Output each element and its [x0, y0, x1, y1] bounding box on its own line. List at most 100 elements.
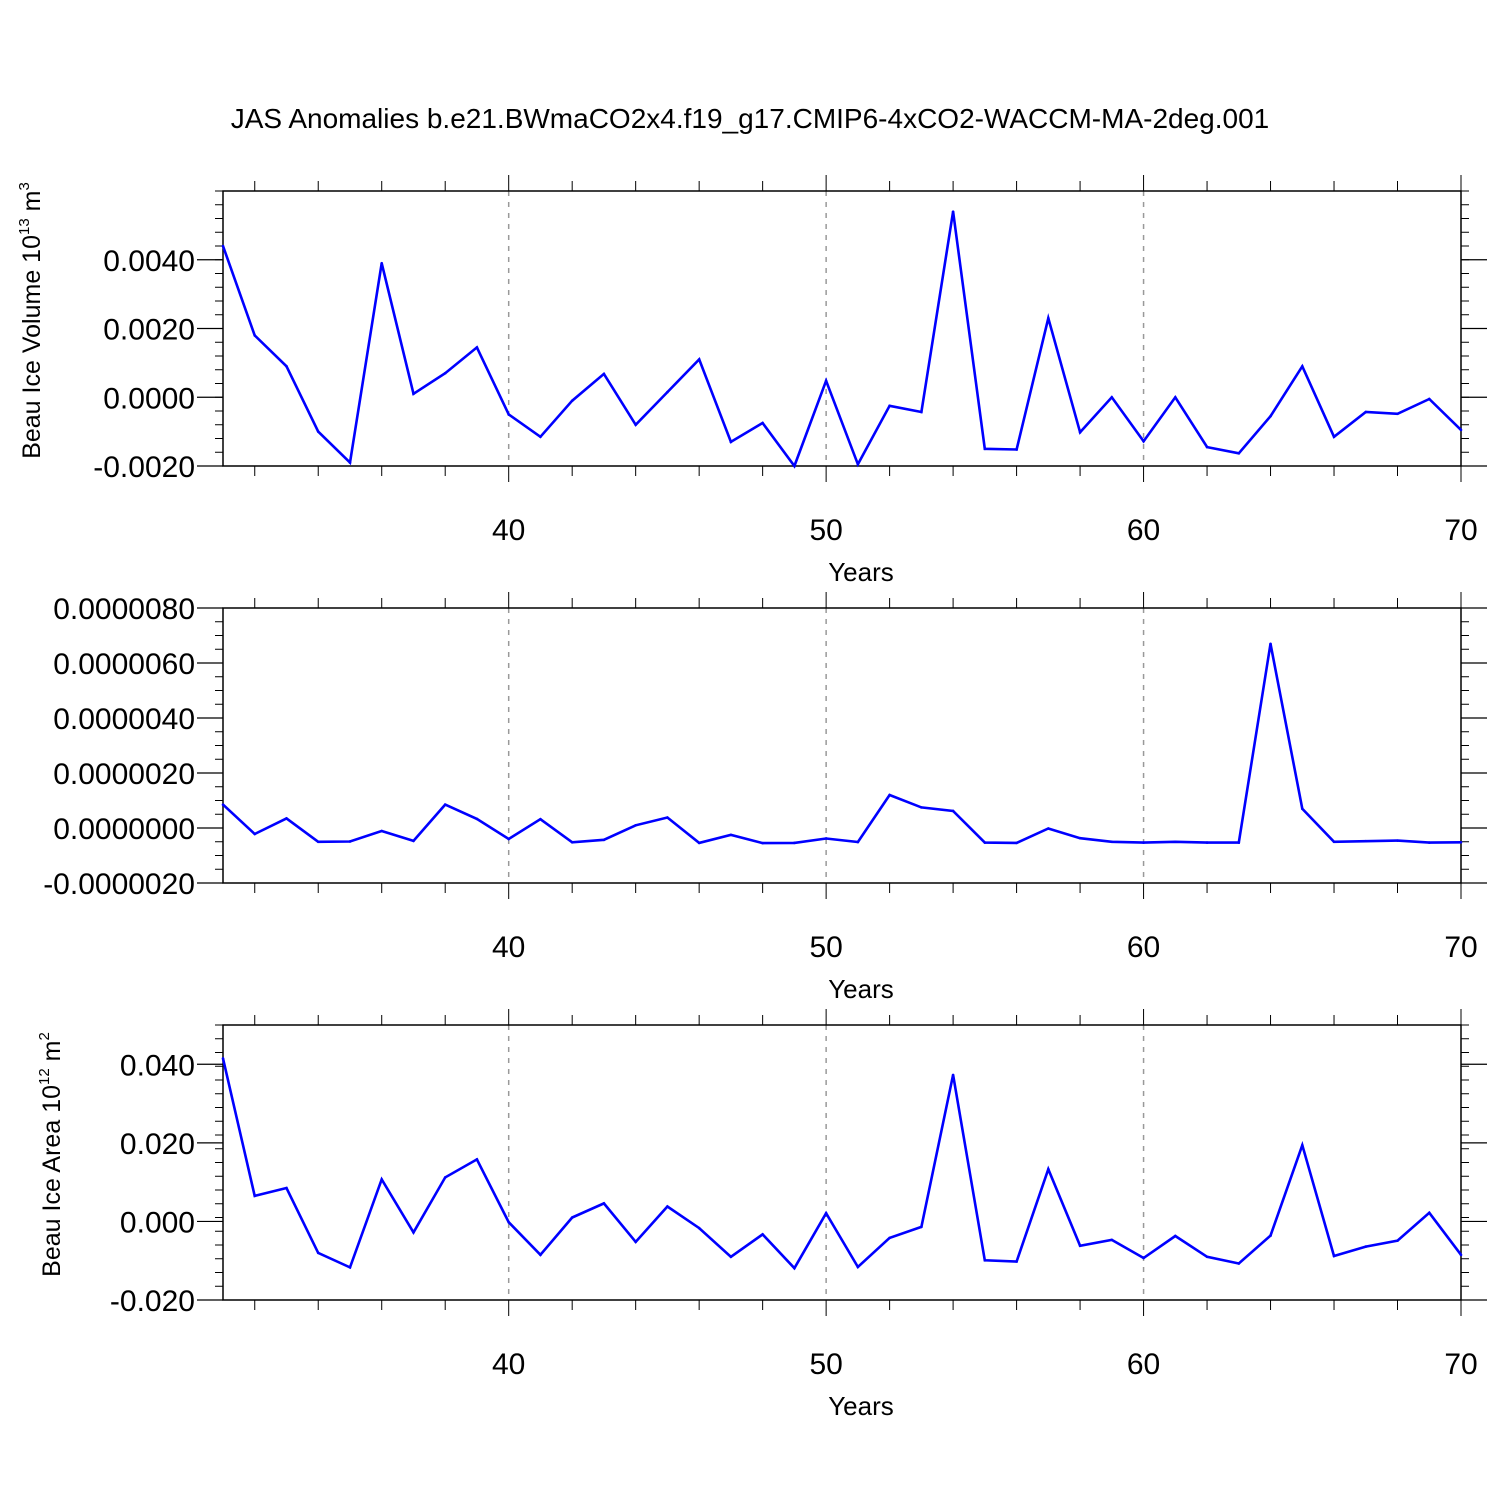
- data-point: [1015, 1260, 1018, 1263]
- data-point: [824, 379, 828, 383]
- data-point: [412, 392, 415, 396]
- data-point: [539, 1253, 542, 1257]
- data-point: [666, 816, 669, 819]
- data-point: [412, 839, 415, 843]
- y-tick-label: 0.0000: [103, 382, 195, 415]
- data-point: [1015, 448, 1018, 451]
- data-point: [1396, 412, 1399, 416]
- data-point: [1269, 414, 1272, 418]
- data-point: [793, 464, 796, 468]
- x-axis-label: Years: [828, 974, 894, 1004]
- data-point: [951, 809, 955, 813]
- series-line: [222, 643, 1462, 845]
- data-point: [443, 1176, 447, 1179]
- data-point: [920, 806, 923, 809]
- data-point: [1142, 1256, 1145, 1260]
- data-point: [443, 803, 447, 806]
- data-point: [412, 1231, 415, 1234]
- y-axis-label-exponent: 12: [36, 1068, 53, 1085]
- data-point: [856, 840, 860, 844]
- data-point: [348, 461, 352, 464]
- data-point: [380, 261, 384, 265]
- panel-1: -0.0020 0.0000 0.0020 0.0040 40 50 60 70 Years Be…: [16, 175, 1487, 587]
- x-tick-label: 50: [809, 931, 842, 964]
- data-point: [316, 1251, 320, 1255]
- data-point: [1396, 839, 1399, 842]
- y-axis-label-unit-exponent: 3: [16, 182, 33, 190]
- y-tick-label: 0.0040: [103, 245, 195, 278]
- data-point: [475, 817, 479, 821]
- data-point: [951, 1073, 955, 1077]
- data-point: [1205, 841, 1209, 844]
- y-axis-label-text: Beau Ice Volume 10: [18, 235, 46, 459]
- y-axis-label: Beau Ice Area 1012 m2: [36, 1032, 66, 1277]
- data-point: [697, 358, 701, 361]
- data-point: [1110, 395, 1114, 399]
- data-point: [666, 1205, 669, 1208]
- data-point: [1300, 365, 1304, 368]
- data-point: [1300, 807, 1304, 811]
- data-point: [380, 829, 384, 833]
- data-point: [285, 1186, 288, 1190]
- x-tick-label: 40: [492, 1348, 525, 1381]
- data-point: [666, 390, 669, 394]
- data-point: [253, 1194, 257, 1198]
- data-point: [1300, 1143, 1304, 1147]
- data-point: [793, 841, 796, 845]
- x-tick-label: 60: [1127, 514, 1160, 547]
- y-tick-label: -0.0020: [93, 451, 195, 484]
- data-point: [602, 838, 606, 842]
- data-point: [1174, 395, 1177, 399]
- data-point: [1078, 1244, 1082, 1248]
- data-point: [1427, 1211, 1431, 1215]
- data-point: [602, 1202, 606, 1205]
- data-point: [221, 244, 225, 248]
- data-point: [1269, 642, 1272, 646]
- data-point: [1078, 836, 1082, 840]
- data-point: [539, 817, 542, 821]
- x-tick-label: 40: [492, 931, 525, 964]
- data-point: [1047, 316, 1050, 320]
- y-tick-label: 0.0000040: [53, 703, 195, 736]
- data-point: [1142, 841, 1145, 844]
- y-tick-label: 0.0000060: [53, 648, 195, 681]
- data-point: [1364, 410, 1368, 414]
- x-tick-label: 60: [1127, 1348, 1160, 1381]
- x-axis-label: Years: [828, 557, 894, 587]
- y-tick-label: 0.0000080: [53, 593, 195, 626]
- data-point: [1427, 397, 1431, 401]
- plot-frame: [222, 1024, 1462, 1301]
- data-point: [983, 447, 987, 451]
- y-axis-label-unit: m: [18, 191, 46, 219]
- data-point: [1015, 841, 1018, 845]
- y-axis-label-exponent: 13: [16, 218, 33, 235]
- data-point: [1047, 1167, 1050, 1171]
- data-point: [1237, 451, 1241, 455]
- data-point: [761, 421, 764, 425]
- data-point: [824, 1211, 828, 1215]
- data-point: [570, 1216, 574, 1219]
- data-point: [475, 346, 479, 349]
- data-point: [888, 793, 891, 797]
- data-point: [1396, 1239, 1399, 1242]
- data-point: [888, 1236, 891, 1240]
- y-tick-label: 0.0020: [103, 314, 195, 347]
- data-point: [729, 833, 733, 837]
- data-point: [1364, 839, 1368, 843]
- data-point: [221, 1057, 225, 1060]
- data-point: [761, 841, 764, 845]
- y-tick-label: 0.020: [120, 1128, 195, 1161]
- panel-2: -0.0000020 0.0000000 0.0000020 0.0000040 0.0…: [43, 592, 1487, 1004]
- data-point: [570, 841, 574, 844]
- data-point: [253, 832, 257, 836]
- data-point: [761, 1233, 764, 1236]
- data-point: [920, 1225, 923, 1229]
- data-point: [1332, 840, 1336, 844]
- data-point: [348, 840, 352, 843]
- data-point: [1237, 1262, 1241, 1265]
- y-tick-label: 0.0000020: [53, 758, 195, 791]
- y-tick-label: 0.040: [120, 1049, 195, 1082]
- data-point: [1459, 428, 1463, 432]
- y-axis-label-unit-exponent: 2: [36, 1032, 53, 1040]
